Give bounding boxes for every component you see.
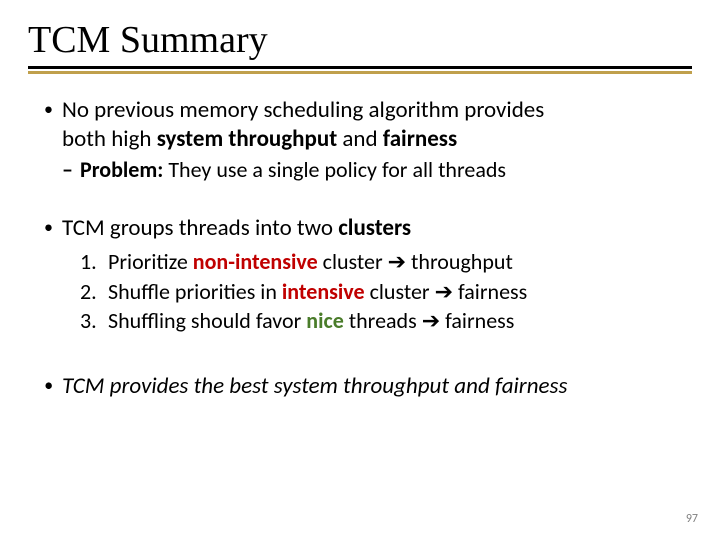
numbered-text: Shuffling should favor nice threads ➔ fa… bbox=[108, 306, 514, 336]
slide-content: • No previous memory scheduling algorith… bbox=[28, 96, 692, 401]
bullet-line-continuation: both high system throughput and fairness bbox=[44, 125, 684, 154]
num-marker: 3. bbox=[80, 306, 108, 336]
bullet-marker: • bbox=[44, 372, 62, 397]
bullet-text: TCM groups threads into two clusters bbox=[62, 214, 684, 243]
numbered-item-1: 1. Prioritize non-intensive cluster ➔ th… bbox=[80, 247, 684, 277]
page-number: 97 bbox=[686, 512, 698, 526]
numbered-list: 1. Prioritize non-intensive cluster ➔ th… bbox=[44, 247, 684, 336]
bullet-marker: • bbox=[44, 214, 62, 239]
bullet-3: • TCM provides the best system throughpu… bbox=[44, 372, 684, 401]
accent-line bbox=[28, 71, 692, 74]
num-marker: 2. bbox=[80, 277, 108, 307]
sub-bullet-text: Problem: They use a single policy for al… bbox=[80, 156, 506, 185]
bullet-2: • TCM groups threads into two clusters 1… bbox=[44, 214, 684, 336]
bullet-marker: • bbox=[44, 96, 62, 121]
num-marker: 1. bbox=[80, 247, 108, 277]
bullet-1: • No previous memory scheduling algorith… bbox=[44, 96, 684, 184]
bullet-text: TCM provides the best system throughput … bbox=[62, 372, 684, 401]
numbered-item-2: 2. Shuffle priorities in intensive clust… bbox=[80, 277, 684, 307]
slide-title: TCM Summary bbox=[28, 18, 692, 69]
dash-marker: – bbox=[62, 156, 80, 185]
bullet-text: No previous memory scheduling algorithm … bbox=[62, 96, 684, 125]
numbered-text: Shuffle priorities in intensive cluster … bbox=[108, 277, 527, 307]
sub-bullet-problem: – Problem: They use a single policy for … bbox=[44, 156, 684, 185]
numbered-item-3: 3. Shuffling should favor nice threads ➔… bbox=[80, 306, 684, 336]
numbered-text: Prioritize non-intensive cluster ➔ throu… bbox=[108, 247, 513, 277]
